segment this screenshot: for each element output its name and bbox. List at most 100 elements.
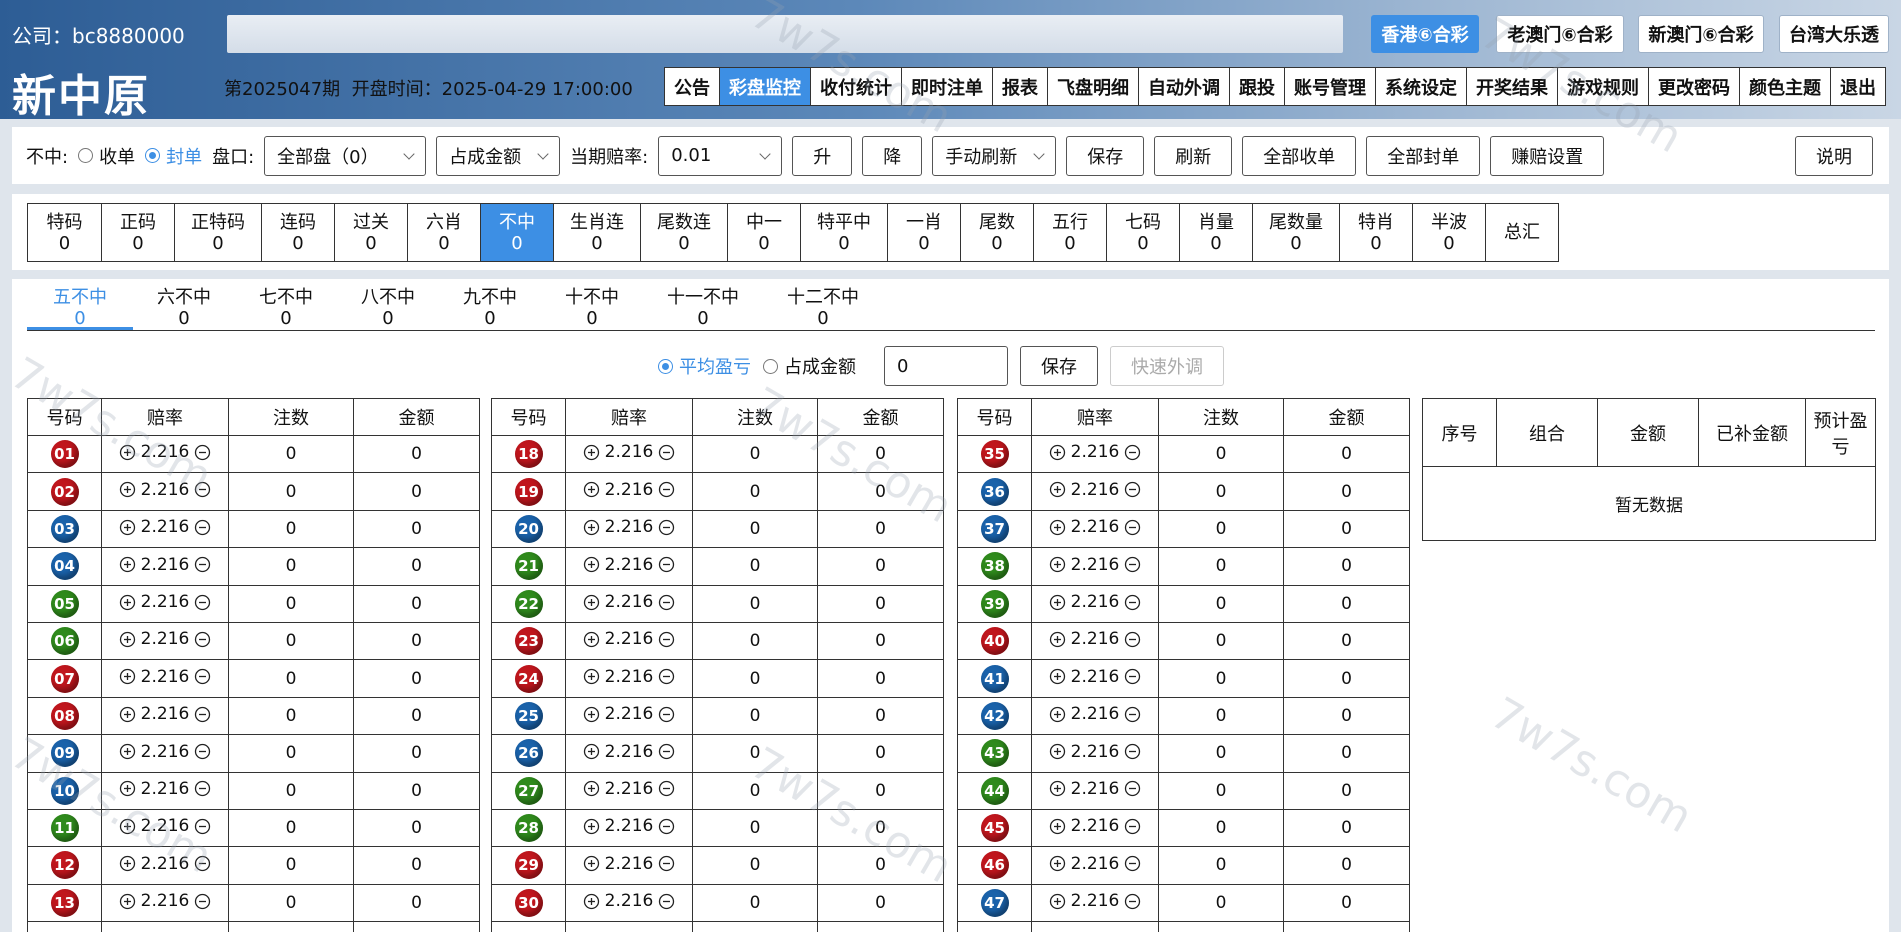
subtab[interactable]: 十不中 0: [541, 287, 643, 330]
minus-icon[interactable]: [194, 481, 211, 498]
minus-icon[interactable]: [1124, 668, 1141, 685]
button[interactable]: 全部封单: [1366, 135, 1481, 176]
minus-icon[interactable]: [194, 743, 211, 760]
nav-item[interactable]: 自动外调: [1138, 68, 1229, 105]
minus-icon[interactable]: [658, 706, 675, 723]
plus-icon[interactable]: [119, 594, 136, 611]
minus-icon[interactable]: [1124, 855, 1141, 872]
minus-icon[interactable]: [658, 481, 675, 498]
plus-icon[interactable]: [1049, 556, 1066, 573]
minus-icon[interactable]: [658, 519, 675, 536]
minus-icon[interactable]: [194, 631, 211, 648]
plus-icon[interactable]: [1049, 481, 1066, 498]
plus-icon[interactable]: [583, 780, 600, 797]
minus-icon[interactable]: [1124, 444, 1141, 461]
button[interactable]: 说明: [1795, 135, 1873, 176]
minus-icon[interactable]: [1124, 594, 1141, 611]
nav-item[interactable]: 系统设定: [1375, 68, 1466, 105]
minus-icon[interactable]: [658, 743, 675, 760]
radio-dot[interactable]: [145, 148, 161, 163]
tab[interactable]: 总汇: [1485, 204, 1558, 261]
plus-icon[interactable]: [1049, 668, 1066, 685]
subtab[interactable]: 八不中 0: [337, 287, 439, 330]
nav-item[interactable]: 即时注单: [901, 68, 992, 105]
tab[interactable]: 正码 0: [101, 204, 174, 261]
minus-icon[interactable]: [1124, 519, 1141, 536]
button[interactable]: 全部收单: [1242, 135, 1357, 176]
tab[interactable]: 特平中 0: [800, 204, 887, 261]
plus-icon[interactable]: [119, 481, 136, 498]
lottery-button[interactable]: 台湾大乐透: [1779, 15, 1889, 53]
plus-icon[interactable]: [119, 855, 136, 872]
plus-icon[interactable]: [583, 893, 600, 910]
plus-icon[interactable]: [583, 743, 600, 760]
tab[interactable]: 一肖 0: [887, 204, 960, 261]
tab[interactable]: 肖量 0: [1179, 204, 1252, 261]
minus-icon[interactable]: [658, 631, 675, 648]
tab[interactable]: 正特码 0: [174, 204, 261, 261]
tab[interactable]: 六肖 0: [407, 204, 480, 261]
tab[interactable]: 特肖 0: [1339, 204, 1412, 261]
tab[interactable]: 中一 0: [727, 204, 800, 261]
nav-item[interactable]: 报表: [992, 68, 1047, 105]
minus-icon[interactable]: [194, 780, 211, 797]
minus-icon[interactable]: [194, 556, 211, 573]
minus-icon[interactable]: [1124, 818, 1141, 835]
minus-icon[interactable]: [658, 556, 675, 573]
tab[interactable]: 尾数 0: [960, 204, 1033, 261]
minus-icon[interactable]: [194, 444, 211, 461]
nav-item[interactable]: 飞盘明细: [1047, 68, 1138, 105]
plus-icon[interactable]: [119, 780, 136, 797]
minus-icon[interactable]: [658, 668, 675, 685]
minus-icon[interactable]: [194, 594, 211, 611]
minus-icon[interactable]: [1124, 631, 1141, 648]
plus-icon[interactable]: [1049, 780, 1066, 797]
subtab[interactable]: 七不中 0: [235, 287, 337, 330]
plus-icon[interactable]: [583, 855, 600, 872]
subtab[interactable]: 五不中 0: [27, 287, 133, 330]
plus-icon[interactable]: [583, 556, 600, 573]
lottery-button[interactable]: 新澳门⑥合彩: [1638, 15, 1764, 53]
minus-icon[interactable]: [1124, 556, 1141, 573]
plus-icon[interactable]: [583, 631, 600, 648]
radio-dot[interactable]: [658, 358, 673, 374]
subtab[interactable]: 十二不中 0: [763, 287, 883, 330]
tab[interactable]: 连码 0: [261, 204, 334, 261]
tab[interactable]: 生肖连 0: [553, 204, 640, 261]
nav-item[interactable]: 退出: [1830, 68, 1885, 105]
minus-icon[interactable]: [1124, 743, 1141, 760]
plus-icon[interactable]: [1049, 594, 1066, 611]
plus-icon[interactable]: [1049, 893, 1066, 910]
tab[interactable]: 特码 0: [28, 204, 101, 261]
lottery-button[interactable]: 老澳门⑥合彩: [1496, 15, 1624, 53]
minus-icon[interactable]: [658, 818, 675, 835]
plus-icon[interactable]: [119, 818, 136, 835]
plus-icon[interactable]: [119, 444, 136, 461]
minus-icon[interactable]: [1124, 780, 1141, 797]
select[interactable]: 全部盘（0）: [264, 135, 427, 176]
minus-icon[interactable]: [194, 519, 211, 536]
minus-icon[interactable]: [194, 818, 211, 835]
radio-dot[interactable]: [78, 148, 94, 163]
nav-item[interactable]: 开奖结果: [1466, 68, 1557, 105]
nav-item[interactable]: 账号管理: [1284, 68, 1375, 105]
button[interactable]: 升: [792, 135, 853, 176]
tab[interactable]: 尾数量 0: [1252, 204, 1339, 261]
tab[interactable]: 不中 0: [480, 204, 553, 261]
lottery-button[interactable]: 香港⑥合彩: [1371, 15, 1479, 53]
tab[interactable]: 半波 0: [1412, 204, 1485, 261]
nav-item[interactable]: 收付统计: [810, 68, 901, 105]
button[interactable]: 赚赔设置: [1490, 135, 1605, 176]
subtab[interactable]: 十一不中 0: [643, 287, 763, 330]
plus-icon[interactable]: [119, 706, 136, 723]
select[interactable]: 占成金额: [436, 135, 561, 176]
radio-option[interactable]: 封单: [145, 143, 202, 169]
nav-item[interactable]: 跟投: [1229, 68, 1284, 105]
search-bar[interactable]: [227, 15, 1343, 53]
minus-icon[interactable]: [1124, 706, 1141, 723]
plus-icon[interactable]: [119, 631, 136, 648]
tab[interactable]: 五行 0: [1033, 204, 1106, 261]
plus-icon[interactable]: [1049, 818, 1066, 835]
plus-icon[interactable]: [583, 444, 600, 461]
plus-icon[interactable]: [1049, 519, 1066, 536]
